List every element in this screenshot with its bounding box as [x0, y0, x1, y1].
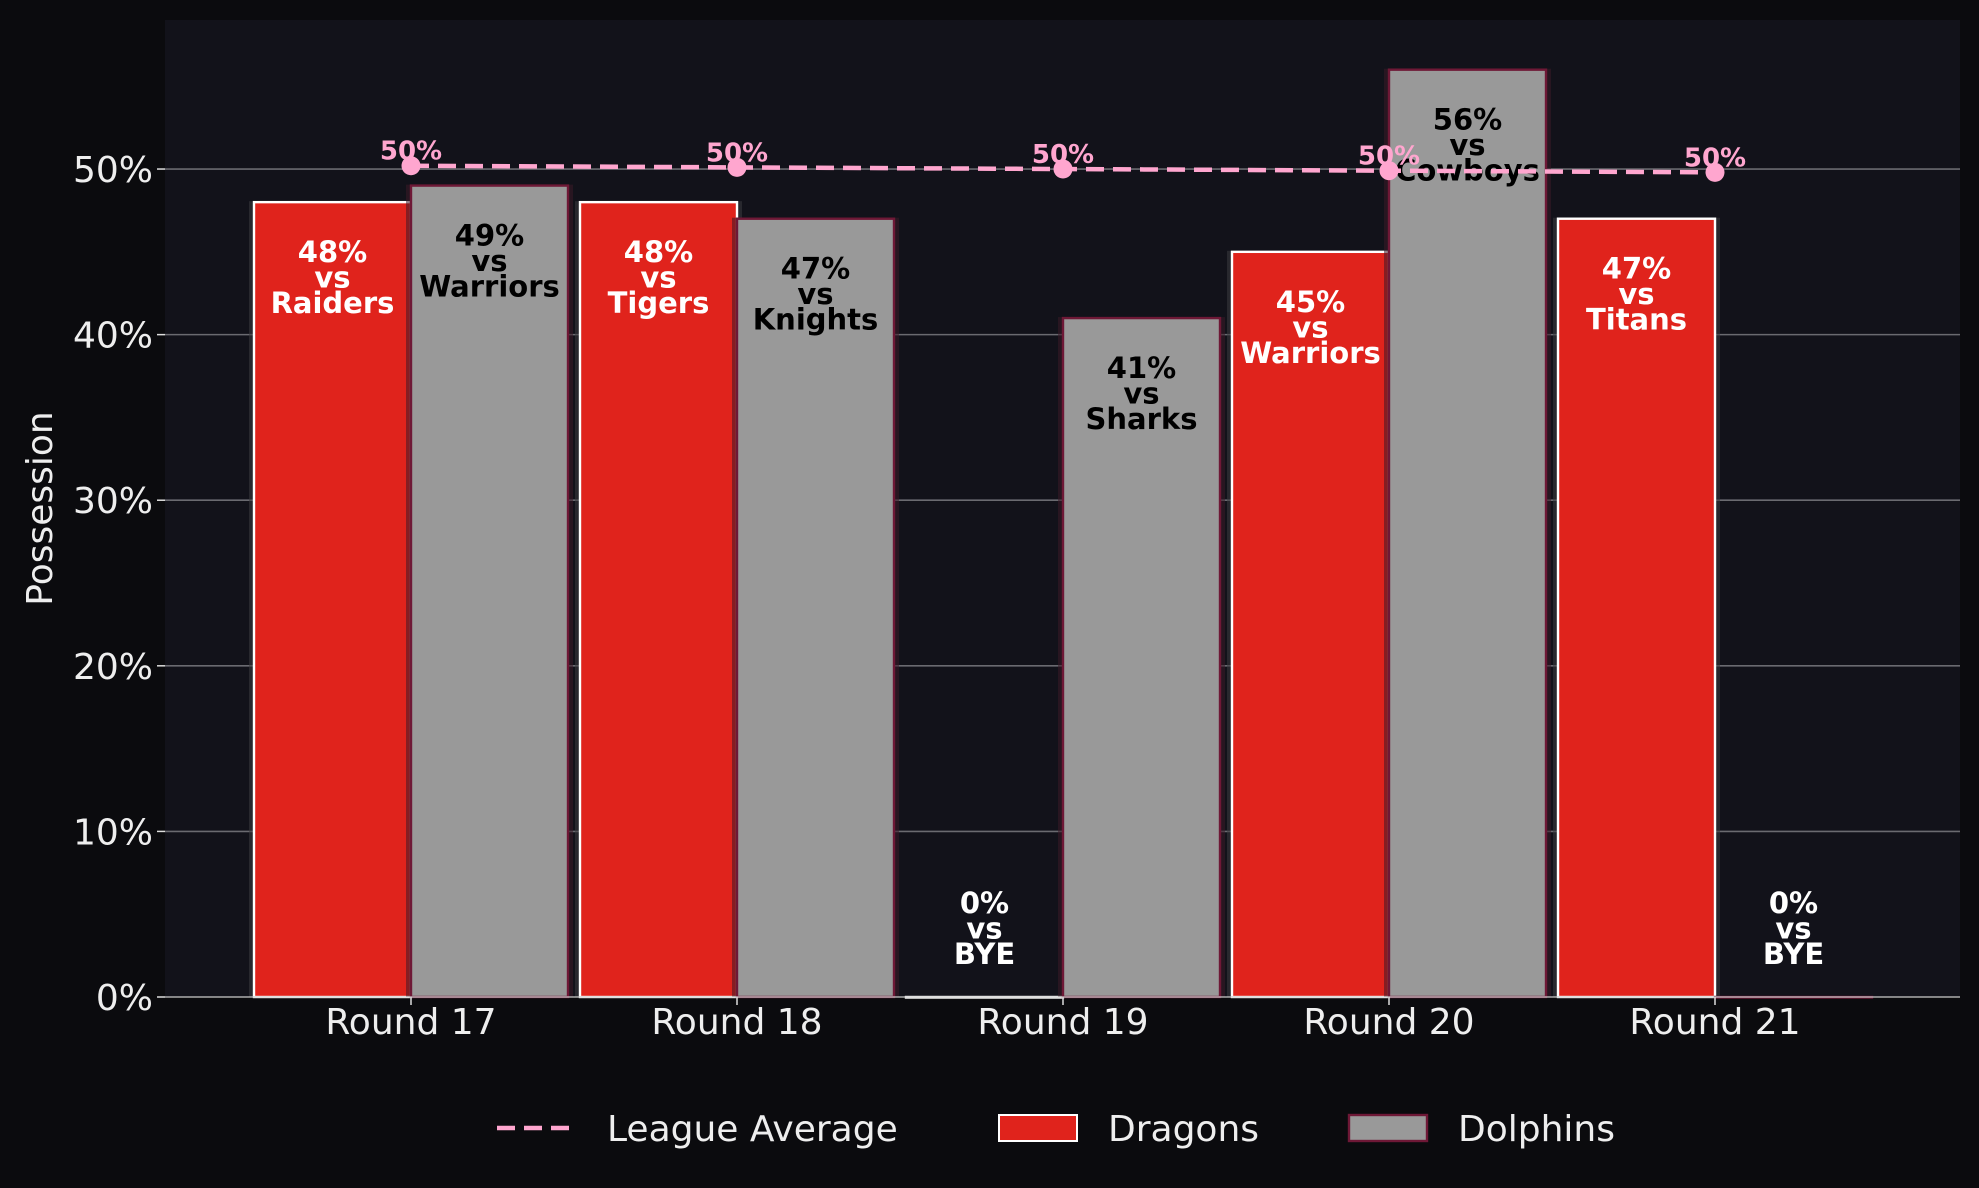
- bar-value-label: 41% vs Sharks: [1086, 351, 1198, 436]
- bar-dragons: [1556, 217, 1717, 999]
- legend-label-dragons: Dragons: [1108, 1109, 1259, 1150]
- bar-label-line: vs: [640, 261, 676, 295]
- y-tick-label: 30%: [73, 481, 153, 522]
- bar-label-line: vs: [471, 244, 507, 278]
- league-average-label: 50%: [1032, 140, 1094, 170]
- league-average-point: [1705, 162, 1725, 182]
- bar-label-line: Warriors: [419, 270, 560, 304]
- legend[interactable]: League Average Dragons Dolphins: [497, 1109, 1615, 1150]
- bar-label-line: vs: [1775, 912, 1811, 946]
- bar-label-line: Warriors: [1240, 336, 1381, 370]
- bar-label-line: vs: [797, 277, 833, 311]
- y-axis-label: Possession: [20, 411, 61, 605]
- bar-label-line: vs: [314, 261, 350, 295]
- bar-label-line: 48%: [298, 235, 367, 269]
- x-tick-label: Round 19: [977, 1002, 1148, 1043]
- bar-value-label: 47% vs Titans: [1586, 252, 1687, 337]
- legend-label-league-average: League Average: [607, 1109, 898, 1150]
- bar-label-line: 49%: [455, 219, 524, 253]
- x-tick-label: Round 18: [651, 1002, 822, 1043]
- league-average-point: [401, 156, 421, 176]
- bar-label-line: 45%: [1276, 285, 1345, 319]
- bar-label-line: vs: [966, 912, 1002, 946]
- bar-dragons: [252, 200, 413, 999]
- bar-value-label: 0% vs BYE: [1763, 886, 1824, 971]
- bar-label-line: 0%: [960, 886, 1009, 920]
- bar-value-label: 45% vs Warriors: [1240, 285, 1381, 370]
- league-average-point: [1379, 161, 1399, 181]
- bar-dolphins: [1387, 68, 1548, 999]
- bar-value-label: 47% vs Knights: [753, 252, 879, 337]
- legend-label-dolphins: Dolphins: [1458, 1109, 1615, 1150]
- x-tick-label: Round 20: [1303, 1002, 1474, 1043]
- bar-label-line: 48%: [624, 235, 693, 269]
- bar-value-label: 49% vs Warriors: [419, 219, 560, 304]
- league-average-label: 50%: [706, 138, 768, 168]
- league-average-line: 50% 50% 50% 50% 50%: [380, 137, 1746, 182]
- bar-label-line: BYE: [1763, 937, 1824, 971]
- bar-label-line: BYE: [954, 937, 1015, 971]
- bar-label-line: 0%: [1769, 886, 1818, 920]
- x-tick-label: Round 21: [1629, 1002, 1800, 1043]
- bar-dragons: [578, 200, 739, 999]
- bar-label-line: vs: [1123, 377, 1159, 411]
- league-average-label: 50%: [1358, 142, 1420, 172]
- bar-label-line: Raiders: [271, 286, 395, 320]
- bar-label-line: 47%: [781, 252, 850, 286]
- bar-label-line: 56%: [1433, 103, 1502, 137]
- bar-value-label: 0% vs BYE: [954, 886, 1015, 971]
- y-tick-label: 50%: [73, 150, 153, 191]
- bar-label-line: vs: [1618, 277, 1654, 311]
- league-average-point: [727, 157, 747, 177]
- axes: 0% 10% 20% 30% 40% 50% Possession Round 17 Round…: [20, 150, 1960, 1043]
- bar-label-line: vs: [1449, 128, 1485, 162]
- y-tick-label: 20%: [73, 647, 153, 688]
- legend-swatch-dolphins: [1347, 1113, 1429, 1143]
- y-tick-label: 0%: [96, 978, 153, 1019]
- x-tick-label: Round 17: [325, 1002, 496, 1043]
- bar-label-line: Titans: [1586, 303, 1687, 337]
- league-average-point: [1053, 159, 1073, 179]
- y-tick-label: 10%: [73, 812, 153, 853]
- bar-label-line: 41%: [1107, 351, 1176, 385]
- bar-dolphins: [409, 184, 570, 999]
- legend-swatch-dragons: [998, 1114, 1078, 1142]
- bar-dragons: [1230, 250, 1391, 999]
- bar-label-line: Sharks: [1086, 402, 1198, 436]
- league-average-label: 50%: [380, 137, 442, 167]
- y-tick-label: 40%: [73, 316, 153, 357]
- bar-label-line: Knights: [753, 303, 879, 337]
- bar-dolphins: [1061, 316, 1222, 999]
- bar-label-line: 47%: [1602, 252, 1671, 286]
- bar-label-line: Tigers: [608, 286, 710, 320]
- bar-label-line: vs: [1292, 310, 1328, 344]
- bar-value-label: 48% vs Tigers: [608, 235, 710, 320]
- bar-value-label: 48% vs Raiders: [271, 235, 395, 320]
- league-average-label: 50%: [1684, 143, 1746, 173]
- bar-dolphins: [735, 217, 896, 999]
